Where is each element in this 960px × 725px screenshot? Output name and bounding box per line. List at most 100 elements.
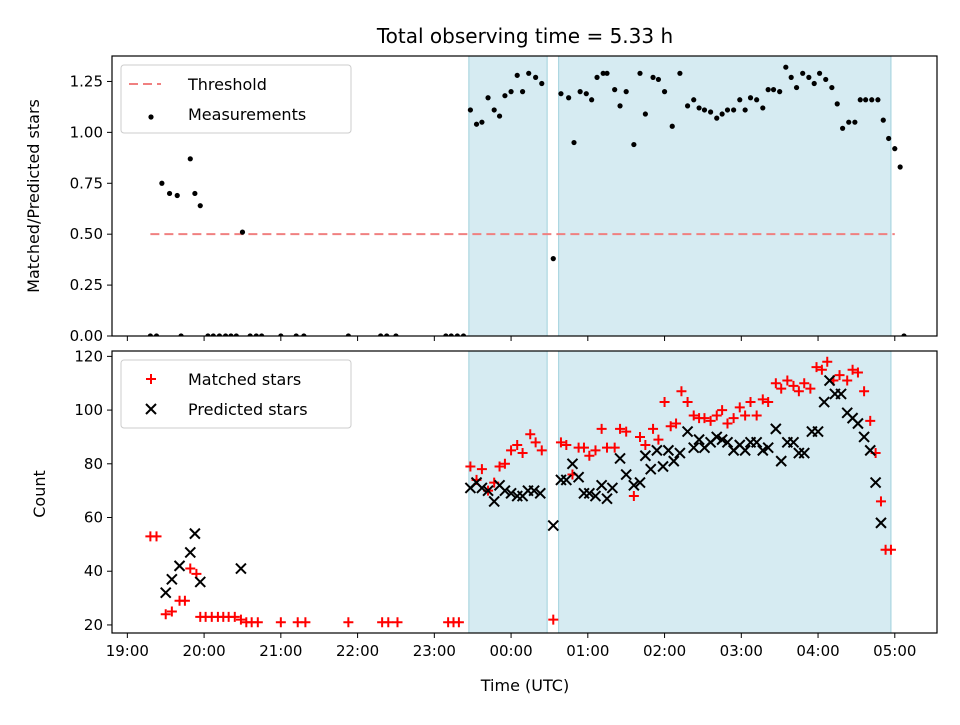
bottom-legend-symbol-1 — [145, 403, 157, 415]
top-point-0-89 — [829, 84, 835, 91]
bottom-point-0-81 — [782, 375, 793, 386]
bottom-point-0-68 — [705, 415, 716, 426]
bottom-point-1-4 — [189, 527, 201, 540]
x-axis-label: Time (UTC) — [480, 676, 569, 695]
bottom-point-0-97 — [875, 496, 886, 507]
top-legend-label-1: Measurements — [188, 105, 306, 124]
top-point-0-43 — [550, 256, 556, 262]
bottom-point-0-55 — [628, 491, 639, 502]
bottom-plot-area — [145, 351, 896, 633]
top-point-0-101 — [897, 164, 903, 170]
bottom-point-0-1 — [151, 531, 162, 542]
top-point-0-102 — [901, 333, 907, 336]
bottom-point-0-79 — [770, 378, 781, 389]
top-point-0-75 — [747, 95, 754, 101]
top-point-0-4 — [174, 192, 180, 199]
bottom-point-1-22 — [560, 474, 573, 486]
top-point-0-56 — [631, 141, 637, 148]
bottom-point-1-66 — [823, 374, 836, 387]
bottom-point-0-25 — [392, 617, 403, 628]
top-point-0-65 — [691, 97, 697, 103]
top-point-0-13 — [228, 333, 234, 336]
bottom-x-tick-label-6: 01:00 — [566, 642, 609, 660]
bottom-point-0-28 — [453, 617, 464, 628]
bottom-y-tick-label-0: 20 — [84, 616, 103, 634]
bottom-point-1-56 — [762, 441, 774, 454]
bottom-point-0-87 — [816, 364, 827, 375]
bottom-point-0-47 — [578, 442, 589, 453]
top-point-0-9 — [205, 333, 211, 336]
top-point-0-8 — [197, 203, 203, 209]
top-point-0-97 — [875, 97, 881, 103]
bottom-point-0-84 — [799, 378, 810, 389]
bottom-x-tick-label-8: 03:00 — [720, 642, 763, 660]
top-point-0-48 — [583, 91, 589, 97]
bottom-point-1-57 — [770, 423, 782, 435]
bottom-point-1-10 — [482, 484, 494, 497]
bottom-point-0-90 — [834, 370, 845, 381]
top-point-0-29 — [460, 333, 467, 336]
bottom-point-1-0 — [160, 587, 172, 599]
top-point-0-24 — [384, 333, 390, 336]
bottom-y-tick-label-1: 40 — [84, 562, 103, 580]
bottom-point-1-5 — [194, 576, 206, 588]
top-point-0-59 — [650, 74, 656, 80]
bottom-point-1-68 — [835, 388, 847, 400]
bottom-point-0-77 — [757, 394, 768, 405]
bottom-point-0-57 — [640, 440, 651, 450]
top-y-tick-label-5: 1.25 — [70, 72, 103, 90]
top-legend: Threshold Measurements — [120, 64, 352, 134]
bottom-point-1-71 — [852, 417, 864, 430]
bottom-point-0-18 — [252, 617, 263, 628]
bottom-point-0-80 — [776, 383, 787, 394]
bottom-legend-box — [120, 359, 352, 429]
bottom-point-1-49 — [721, 436, 734, 449]
bottom-point-1-74 — [869, 476, 882, 489]
top-point-0-12 — [222, 333, 229, 336]
bottom-point-1-30 — [606, 482, 619, 494]
top-point-0-26 — [443, 333, 449, 336]
bottom-point-0-41 — [536, 445, 547, 456]
bottom-point-0-2 — [160, 609, 171, 620]
top-point-0-96 — [869, 97, 875, 103]
top-point-0-62 — [669, 123, 675, 129]
top-point-0-52 — [604, 70, 610, 76]
bottom-y-axis-label: Count — [30, 470, 49, 518]
bottom-point-0-60 — [659, 397, 670, 408]
top-point-0-91 — [840, 125, 846, 131]
top-point-0-41 — [533, 74, 539, 80]
bottom-x-tick-label-4: 23:00 — [413, 642, 456, 660]
bottom-point-0-95 — [865, 415, 876, 426]
bottom-point-1-20 — [547, 519, 559, 532]
bottom-point-1-35 — [639, 450, 652, 462]
bottom-axes: 20 40 60 80 100 120 19:00 20:00 21:00 22:00 23:00 0… — [74, 347, 938, 660]
bottom-point-1-34 — [634, 476, 646, 489]
top-point-0-44 — [558, 91, 564, 97]
bottom-point-1-41 — [674, 447, 686, 459]
bottom-point-0-49 — [590, 445, 601, 456]
top-point-0-42 — [539, 80, 545, 87]
top-point-0-80 — [777, 89, 783, 95]
top-point-0-55 — [623, 89, 629, 95]
bottom-x-tick-label-5: 00:00 — [489, 642, 532, 660]
bottom-x-tick-label-2: 21:00 — [259, 642, 302, 660]
top-point-0-2 — [159, 180, 165, 186]
top-legend-label-0: Threshold — [187, 75, 267, 94]
bottom-point-0-44 — [561, 440, 572, 450]
bottom-point-1-44 — [693, 433, 705, 446]
bottom-point-1-11 — [488, 495, 500, 508]
bottom-point-0-93 — [852, 367, 863, 378]
bottom-legend: Matched stars Predicted stars — [120, 359, 352, 429]
top-y-tick-label-0: 0.00 — [70, 327, 103, 345]
bottom-point-1-13 — [499, 484, 511, 497]
bottom-x-tick-label-10: 05:00 — [873, 642, 916, 660]
top-point-0-38 — [514, 72, 520, 78]
bottom-point-0-92 — [847, 364, 858, 375]
bottom-point-1-18 — [528, 484, 540, 497]
top-point-0-95 — [863, 97, 869, 103]
bottom-point-0-29 — [465, 461, 476, 472]
bottom-point-0-71 — [722, 418, 733, 429]
top-point-0-54 — [617, 103, 623, 109]
top-y-tick-label-3: 0.75 — [70, 174, 103, 192]
